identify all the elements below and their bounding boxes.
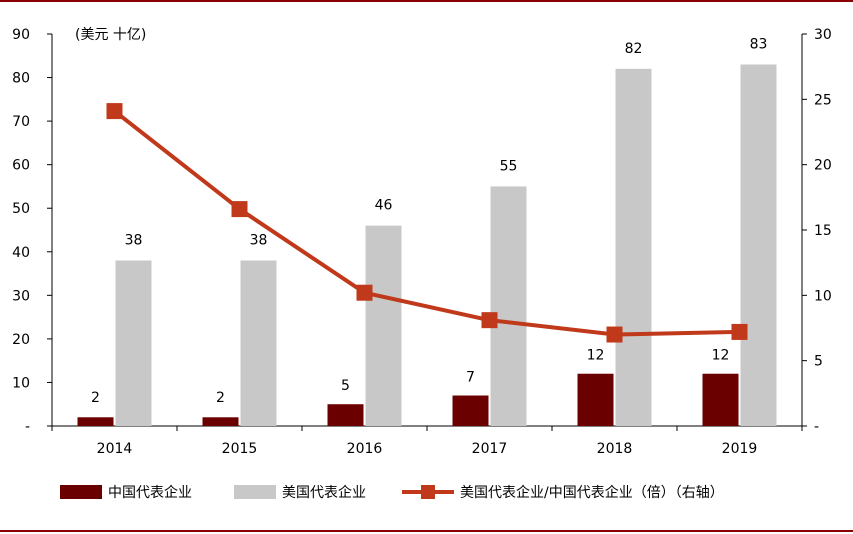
unit-label: (美元 十亿) — [75, 27, 146, 43]
legend-label-ratio: 美国代表企业/中国代表企业（倍）（右轴） — [460, 484, 724, 501]
data-label-us: 38 — [125, 232, 143, 248]
x-axis: 2014 2015 2016 2017 2018 2019 — [51, 425, 803, 457]
ratio-marker — [606, 326, 623, 343]
data-label-china: 2 — [91, 390, 100, 406]
bar-china — [327, 404, 364, 426]
left-tick-label: 90 — [12, 27, 30, 43]
legend-swatch-china — [60, 485, 102, 499]
bar-china — [577, 373, 614, 426]
data-label-china: 5 — [341, 378, 350, 394]
bar-us — [615, 68, 652, 426]
ratio-line — [106, 103, 748, 343]
data-labels: 2 2 5 7 12 12 38 38 46 55 82 83 — [91, 36, 767, 406]
right-tick-label: 15 — [814, 223, 832, 239]
left-tick-label: 10 — [12, 375, 30, 391]
data-label-china: 7 — [466, 370, 475, 386]
right-tick-label: - — [814, 419, 819, 435]
legend-label-china: 中国代表企业 — [108, 484, 192, 501]
bar-china — [202, 417, 239, 426]
x-tick-label: 2017 — [472, 441, 508, 457]
data-label-china: 12 — [712, 348, 730, 364]
right-tick-label: 25 — [814, 92, 832, 108]
legend-swatch-ratio-marker — [421, 485, 435, 499]
data-label-us: 83 — [750, 36, 768, 52]
x-tick-label: 2018 — [597, 441, 633, 457]
left-tick-label: 60 — [12, 158, 30, 174]
bar-china — [77, 417, 114, 426]
left-tick-label: - — [25, 419, 30, 435]
left-tick-label: 70 — [12, 114, 30, 130]
ratio-marker — [481, 312, 498, 329]
bars — [77, 64, 777, 426]
data-label-china: 12 — [587, 348, 605, 364]
data-label-us: 55 — [500, 158, 518, 174]
legend-swatch-us — [234, 485, 276, 499]
right-tick-label: 30 — [814, 27, 832, 43]
x-tick-label: 2019 — [722, 441, 758, 457]
bar-us — [115, 260, 152, 426]
ratio-polyline — [113, 109, 740, 337]
data-label-us: 82 — [625, 41, 643, 57]
ratio-marker — [356, 284, 373, 301]
left-tick-label: 80 — [12, 71, 30, 87]
data-label-china: 2 — [216, 390, 225, 406]
bar-china — [702, 373, 739, 426]
x-tick-label: 2015 — [222, 441, 258, 457]
right-axis: - 5 10 15 20 25 30 — [801, 27, 832, 435]
legend: 中国代表企业 美国代表企业 美国代表企业/中国代表企业（倍）（右轴） — [60, 484, 724, 501]
left-tick-label: 30 — [12, 288, 30, 304]
ratio-marker — [106, 103, 123, 120]
left-tick-label: 20 — [12, 332, 30, 348]
left-tick-label: 40 — [12, 245, 30, 261]
data-label-us: 46 — [375, 198, 393, 214]
data-label-us: 38 — [250, 232, 268, 248]
bar-china — [452, 395, 489, 426]
bar-us — [365, 225, 402, 426]
x-tick-label: 2016 — [347, 441, 383, 457]
bar-us — [490, 186, 527, 426]
legend-label-us: 美国代表企业 — [282, 484, 366, 501]
left-axis: - 10 20 30 40 50 60 70 80 90 — [12, 27, 53, 435]
x-tick-label: 2014 — [97, 441, 133, 457]
ratio-marker — [231, 201, 248, 218]
bar-us — [740, 64, 777, 426]
bar-us — [240, 260, 277, 426]
ratio-marker — [731, 323, 748, 340]
right-tick-label: 5 — [814, 354, 823, 370]
right-tick-label: 20 — [814, 158, 832, 174]
right-tick-label: 10 — [814, 288, 832, 304]
left-tick-label: 50 — [12, 201, 30, 217]
